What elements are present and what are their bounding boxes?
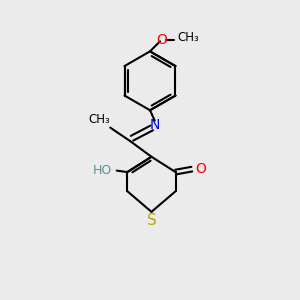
Text: HO: HO xyxy=(92,164,112,176)
Text: N: N xyxy=(150,118,160,132)
Text: S: S xyxy=(147,213,156,228)
Text: CH₃: CH₃ xyxy=(88,113,110,126)
Text: O: O xyxy=(195,161,206,176)
Text: O: O xyxy=(156,33,167,47)
Text: CH₃: CH₃ xyxy=(177,31,199,44)
